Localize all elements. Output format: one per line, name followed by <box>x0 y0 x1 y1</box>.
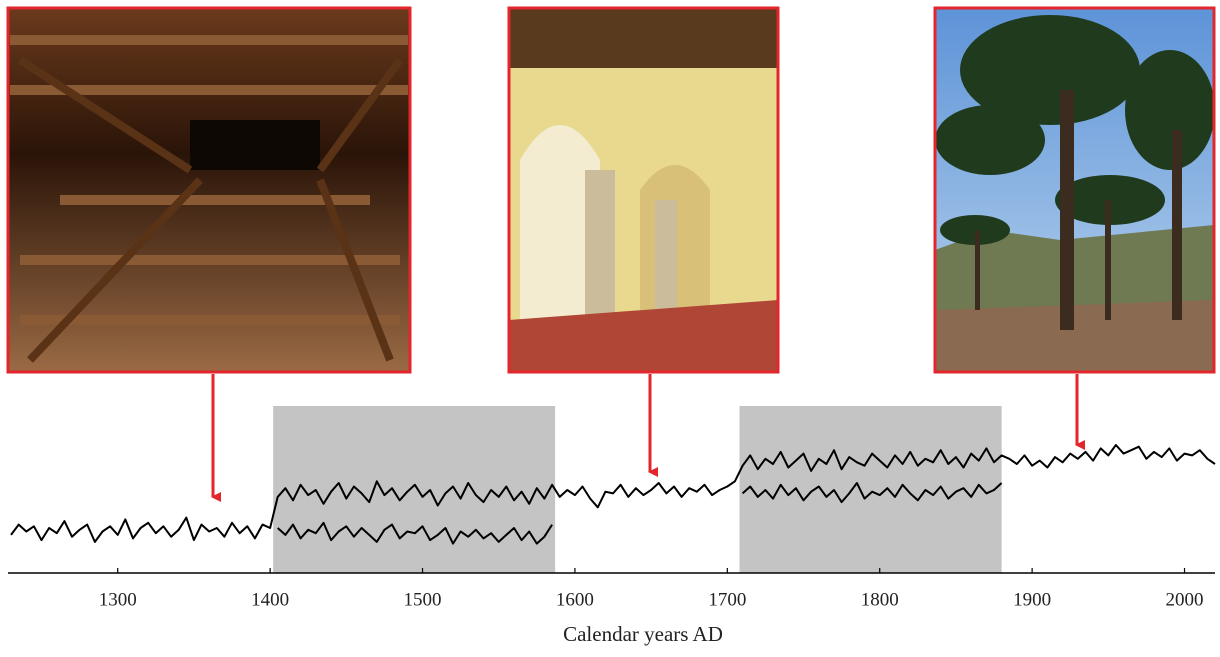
x-tick-label: 1300 <box>99 589 137 610</box>
x-tick-label: 1700 <box>708 589 746 610</box>
photo-roof <box>8 8 410 372</box>
plot-area: 1300 1400 1500 1600 1700 1800 1900 2000 <box>8 406 1215 610</box>
x-tick-label: 2000 <box>1166 589 1204 610</box>
x-axis-label: Calendar years AD <box>563 622 723 646</box>
x-tick-label: 1600 <box>556 589 594 610</box>
x-tick-label: 1400 <box>251 589 289 610</box>
x-tick-label: 1500 <box>404 589 442 610</box>
photo-courtyard <box>509 8 778 372</box>
x-tick-label: 1900 <box>1013 589 1051 610</box>
figure: 1300 1400 1500 1600 1700 1800 1900 2000 Calenda… <box>0 0 1220 652</box>
series-line <box>11 445 1215 542</box>
x-tick-label: 1800 <box>861 589 899 610</box>
photo-pines <box>935 8 1215 372</box>
